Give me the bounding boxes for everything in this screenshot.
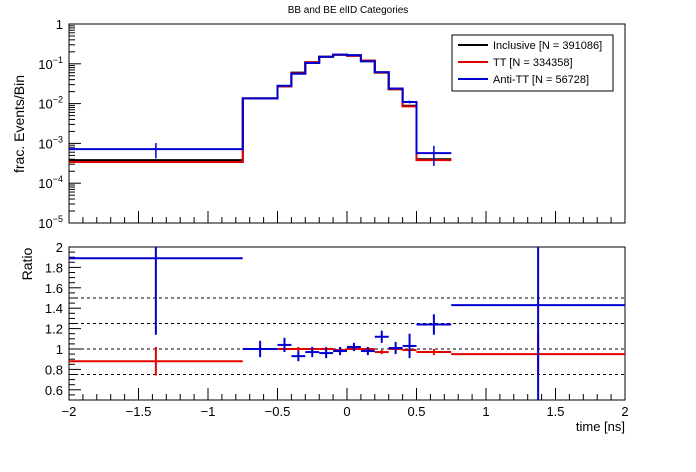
top-y-tick-label: 10−1 [38,55,63,72]
x-tick-label: −1.5 [126,404,152,419]
x-tick-label: 1.5 [546,404,564,419]
x-tick-label: 1 [482,404,489,419]
ratio-series [69,247,625,400]
x-tick-label: −0.5 [265,404,291,419]
x-axis-label: time [ns] [576,419,625,434]
ratio-y-tick-label: 1.8 [45,260,63,275]
legend: Inclusive [N = 391086] TT [N = 334358] A… [451,34,614,92]
ratio-x-ticks: −2 −1.5 −1 −0.5 0 0.5 1 1.5 2 [62,388,629,419]
top-series [69,53,452,167]
ratio-y-tick-label: 2 [56,240,63,255]
legend-entry-anti-tt: Anti-TT [N = 56728] [493,74,589,86]
ratio-y-tick-label: 0.8 [45,362,63,377]
ratio-reference-lines [69,297,625,375]
top-panel: 10−5 10−4 10−3 10−2 10−1 1 frac. Events/Bin I… [11,17,626,231]
x-tick-label: 2 [621,404,628,419]
x-tick-label: 0.5 [407,404,425,419]
top-y-ticks: 10−5 10−4 10−3 10−2 10−1 1 [38,17,81,231]
ratio-y-tick-label: 1.6 [45,281,63,296]
top-y-tick-label: 10−2 [38,95,63,112]
top-y-tick-label: 1 [56,17,63,32]
legend-entry-inclusive: Inclusive [N = 391086] [493,40,602,52]
histogram-inclusive [69,53,452,162]
histogram-anti-tt [69,53,452,155]
histogram-tt [69,53,452,163]
top-y-tick-label: 10−4 [38,174,63,191]
legend-entry-tt: TT [N = 334358] [493,57,573,69]
ratio-y-ticks: 0.6 0.8 1 1.2 1.4 1.6 1.8 2 [45,240,81,401]
ratio-y-tick-label: 1.2 [45,322,63,337]
x-tick-label: −1 [201,404,216,419]
top-x-ticks [68,211,626,223]
top-y-tick-label: 10−5 [38,214,63,231]
top-y-axis-label: frac. Events/Bin [11,75,27,173]
top-y-tick-label: 10−3 [38,134,63,151]
ratio-panel: 0.6 0.8 1 1.2 1.4 1.6 1.8 2 −2 −1.5 −1 −0.5 0 0.5 1 1.… [19,240,629,434]
ratio-y-tick-label: 1.4 [45,301,63,316]
x-tick-label: −2 [62,404,77,419]
ratio-y-tick-label: 0.6 [45,383,63,398]
chart-title: BB and BE elID Categories [288,5,409,16]
x-tick-label: 0 [343,404,350,419]
ratio-y-axis-label: Ratio [19,247,35,280]
ratio-y-tick-label: 1 [56,342,63,357]
